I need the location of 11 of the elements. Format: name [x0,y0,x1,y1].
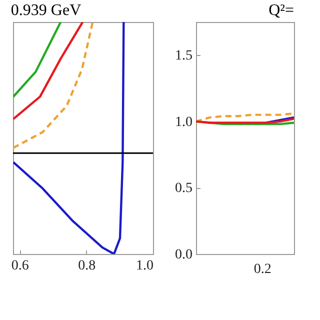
y-tick-label: 1.0 [175,114,192,130]
text: 0.2 [254,262,272,277]
y-tick-label: 0.5 [175,181,192,196]
y-tick-label: 1.5 [175,48,192,64]
x-tick-label: 0.8 [78,258,96,274]
chart-title: 0.939 GeV [10,2,82,19]
chart-title: Q²= [268,2,294,19]
y-tick-label: 0.0 [175,248,192,262]
x-tick-label: 0.6 [11,258,29,274]
x-tick-label: 1.0 [136,258,154,274]
line-series [196,112,294,123]
